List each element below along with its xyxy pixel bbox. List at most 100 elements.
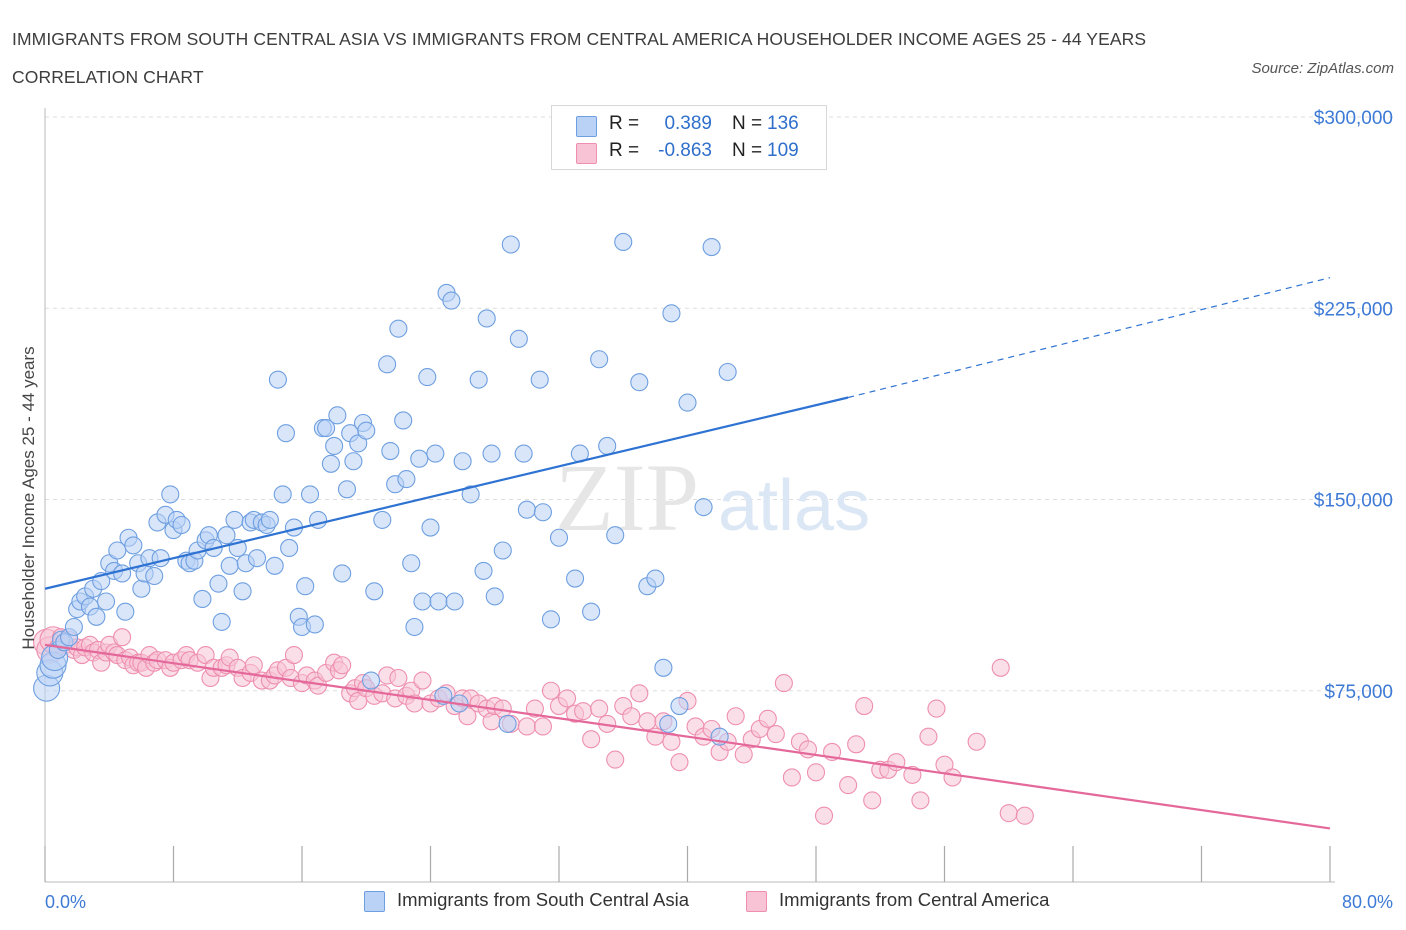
data-point-central-america — [244, 656, 263, 675]
data-point-south-central-asia — [273, 485, 292, 504]
data-point-central-america — [1015, 806, 1034, 825]
data-point-central-america — [967, 732, 986, 751]
data-point-south-central-asia — [113, 564, 132, 583]
data-point-south-central-asia — [654, 658, 673, 677]
data-point-south-central-asia — [541, 610, 561, 629]
n-label: N = — [732, 140, 763, 161]
data-point-south-central-asia — [220, 556, 239, 575]
data-point-south-central-asia — [702, 238, 721, 257]
data-point-south-central-asia — [442, 291, 461, 310]
trend-line-south-central-asia — [44, 396, 849, 590]
watermark-atlas: atlas — [718, 466, 870, 546]
n-value: 109 — [767, 140, 799, 161]
data-point-south-central-asia — [566, 569, 585, 588]
y-tick-label: $225,000 — [1314, 299, 1393, 320]
data-point-south-central-asia — [317, 419, 336, 438]
data-point-central-america — [670, 753, 689, 772]
data-point-south-central-asia — [413, 592, 432, 611]
data-point-central-america — [541, 681, 561, 700]
data-point-south-central-asia — [517, 500, 536, 519]
data-point-south-central-asia — [426, 444, 445, 463]
data-point-south-central-asia — [530, 370, 549, 389]
y-tick-label: $75,000 — [1324, 682, 1393, 703]
data-point-south-central-asia — [193, 589, 212, 609]
data-point-south-central-asia — [161, 485, 180, 504]
data-point-south-central-asia — [514, 444, 533, 463]
data-point-central-america — [927, 699, 946, 718]
data-point-central-america — [517, 717, 536, 736]
data-point-south-central-asia — [461, 485, 480, 504]
legend-label: Immigrants from South Central Asia — [397, 889, 689, 910]
data-point-south-central-asia — [694, 498, 713, 517]
data-point-south-central-asia — [381, 441, 400, 461]
swatch-blue-icon — [576, 116, 597, 137]
data-point-south-central-asia — [328, 406, 347, 425]
data-point-central-america — [855, 696, 874, 716]
data-point-south-central-asia — [265, 556, 284, 575]
correlation-legend: R = 0.389 N = 136 R = -0.863 N = 109 — [551, 105, 827, 170]
tick-labels: $75,000 $150,000 $225,000 $300,000 0.0% 80.0% — [45, 108, 1393, 912]
chart-source: Source: ZipAtlas.com — [1251, 60, 1394, 77]
data-point-south-central-asia — [225, 510, 244, 529]
data-point-south-central-asia — [209, 574, 228, 593]
data-point-south-central-asia — [124, 536, 143, 555]
data-point-central-america — [582, 730, 601, 749]
data-point-central-america — [911, 791, 930, 810]
data-point-south-central-asia — [151, 549, 170, 568]
data-point-central-america — [734, 745, 753, 764]
data-point-south-central-asia — [349, 434, 368, 453]
data-point-central-america — [606, 750, 625, 769]
data-point-south-central-asia — [337, 480, 357, 499]
data-point-south-central-asia — [477, 309, 496, 328]
data-point-south-central-asia — [333, 564, 352, 583]
data-point-south-central-asia — [646, 569, 665, 588]
data-point-central-america — [758, 709, 777, 728]
y-axis-label: Householder Income Ages 25 - 44 years — [19, 346, 38, 649]
data-point-south-central-asia — [549, 528, 569, 547]
data-point-south-central-asia — [630, 373, 649, 392]
data-point-south-central-asia — [533, 503, 552, 522]
data-point-central-america — [622, 707, 641, 726]
data-point-south-central-asia — [378, 355, 397, 374]
data-point-central-america — [991, 658, 1010, 677]
data-point-central-america — [113, 628, 132, 647]
data-point-south-central-asia — [357, 421, 376, 440]
x-tick-label: 0.0% — [45, 892, 86, 912]
data-point-central-america — [284, 645, 304, 665]
data-point-south-central-asia — [598, 436, 617, 456]
data-point-central-america — [782, 768, 801, 787]
data-point-south-central-asia — [410, 449, 429, 468]
data-point-south-central-asia — [276, 424, 295, 443]
data-point-south-central-asia — [212, 612, 231, 631]
data-point-central-america — [458, 707, 477, 726]
data-point-south-central-asia — [247, 549, 267, 568]
data-point-south-central-asia — [498, 714, 517, 733]
y-tick-label: $150,000 — [1314, 491, 1393, 512]
data-point-central-america — [863, 791, 882, 810]
data-point-south-central-asia — [217, 526, 236, 545]
data-point-south-central-asia — [469, 370, 488, 389]
data-point-central-america — [574, 702, 593, 721]
data-point-central-america — [766, 725, 785, 744]
r-value: 0.389 — [664, 113, 712, 134]
data-point-south-central-asia — [344, 452, 363, 471]
data-point-central-america — [590, 699, 609, 718]
data-point-central-america — [999, 804, 1018, 823]
trend-lines — [44, 277, 1331, 830]
n-label: N = — [732, 113, 763, 134]
trend-line-central-america — [44, 643, 1331, 830]
data-point-central-america — [726, 707, 745, 726]
data-point-south-central-asia — [485, 587, 504, 606]
data-point-south-central-asia — [87, 607, 106, 626]
data-point-south-central-asia — [582, 602, 601, 621]
y-tick-label: $300,000 — [1314, 108, 1393, 129]
data-point-central-america — [847, 735, 866, 754]
r-label: R = — [609, 140, 640, 161]
data-point-south-central-asia — [321, 454, 340, 473]
data-point-central-america — [349, 691, 368, 711]
data-point-south-central-asia — [659, 714, 678, 733]
r-value: -0.863 — [658, 140, 712, 161]
data-point-south-central-asia — [453, 452, 472, 471]
swatch-pink-icon — [576, 143, 597, 164]
data-point-south-central-asia — [296, 577, 315, 596]
